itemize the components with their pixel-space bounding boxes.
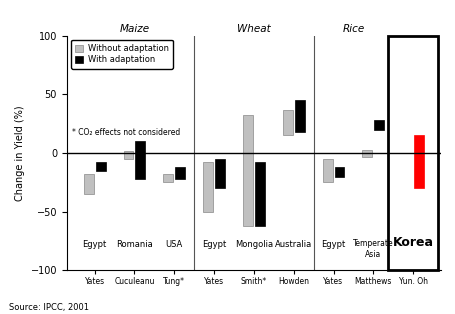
Text: Rice: Rice	[342, 24, 364, 35]
Text: Egypt: Egypt	[82, 240, 106, 249]
Bar	[123, 151, 133, 159]
Text: * CO₂ effects not considered: * CO₂ effects not considered	[72, 128, 180, 138]
Bar	[135, 141, 145, 179]
Bar	[215, 159, 224, 188]
Text: Romania: Romania	[116, 240, 152, 249]
Bar	[96, 162, 106, 171]
Bar	[388, 35, 437, 270]
Text: Source: IPCC, 2001: Source: IPCC, 2001	[9, 303, 89, 312]
Bar	[175, 167, 185, 179]
Text: Wheat: Wheat	[237, 24, 270, 35]
Legend: Without adaptation, With adaptation: Without adaptation, With adaptation	[71, 40, 172, 69]
Bar	[362, 149, 372, 157]
Bar	[202, 162, 212, 212]
Bar	[254, 162, 264, 226]
Text: USA: USA	[165, 240, 182, 249]
Text: Mongolia: Mongolia	[234, 240, 273, 249]
Bar	[243, 116, 253, 226]
Text: Egypt: Egypt	[202, 240, 226, 249]
Bar	[334, 167, 344, 176]
Bar	[322, 159, 332, 182]
Bar	[294, 100, 304, 132]
Bar	[374, 120, 384, 130]
Text: Korea: Korea	[392, 236, 433, 249]
Bar	[84, 174, 93, 194]
Text: Egypt: Egypt	[321, 240, 345, 249]
Text: Temperate
Asia: Temperate Asia	[352, 239, 393, 259]
Text: Maize: Maize	[119, 24, 149, 35]
Text: Australia: Australia	[274, 240, 312, 249]
Y-axis label: Change in Yield (%): Change in Yield (%)	[15, 105, 25, 201]
Bar	[282, 110, 292, 135]
Bar	[413, 135, 423, 188]
Bar	[163, 174, 173, 182]
